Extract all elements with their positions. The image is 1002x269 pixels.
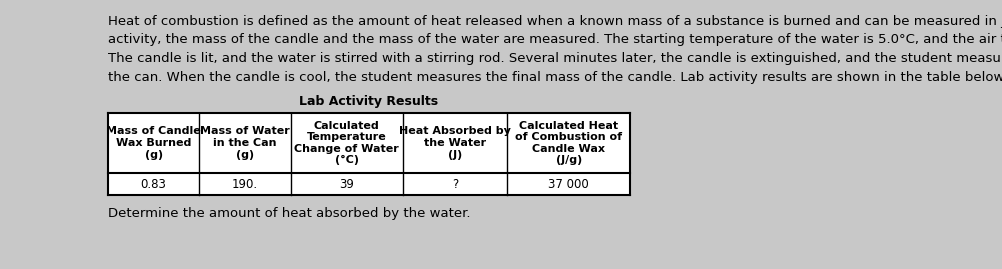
Text: Mass of Water
in the Can
(g): Mass of Water in the Can (g) <box>200 126 290 160</box>
Text: 39: 39 <box>339 178 354 190</box>
Text: Heat of combustion is defined as the amount of heat released when a known mass o: Heat of combustion is defined as the amo… <box>108 15 1002 28</box>
Text: Calculated
Temperature
Change of Water
(°C): Calculated Temperature Change of Water (… <box>295 121 399 165</box>
Text: 190.: 190. <box>231 178 258 190</box>
Text: 37 000: 37 000 <box>548 178 588 190</box>
Text: Calculated Heat
of Combustion of
Candle Wax
(J/g): Calculated Heat of Combustion of Candle … <box>515 121 621 165</box>
Text: Lab Activity Results: Lab Activity Results <box>300 95 438 108</box>
Text: Determine the amount of heat absorbed by the water.: Determine the amount of heat absorbed by… <box>108 207 470 220</box>
Text: activity, the mass of the candle and the mass of the water are measured. The sta: activity, the mass of the candle and the… <box>108 34 1002 47</box>
Text: Heat Absorbed by
the Water
(J): Heat Absorbed by the Water (J) <box>399 126 511 160</box>
Text: Mass of Candle
Wax Burned
(g): Mass of Candle Wax Burned (g) <box>106 126 200 160</box>
Text: The candle is lit, and the water is stirred with a stirring rod. Several minutes: The candle is lit, and the water is stir… <box>108 52 1002 65</box>
Bar <box>108 113 629 195</box>
Text: ?: ? <box>452 178 458 190</box>
Text: the can. When the candle is cool, the student measures the final mass of the can: the can. When the candle is cool, the st… <box>108 70 1002 83</box>
Text: 0.83: 0.83 <box>140 178 166 190</box>
